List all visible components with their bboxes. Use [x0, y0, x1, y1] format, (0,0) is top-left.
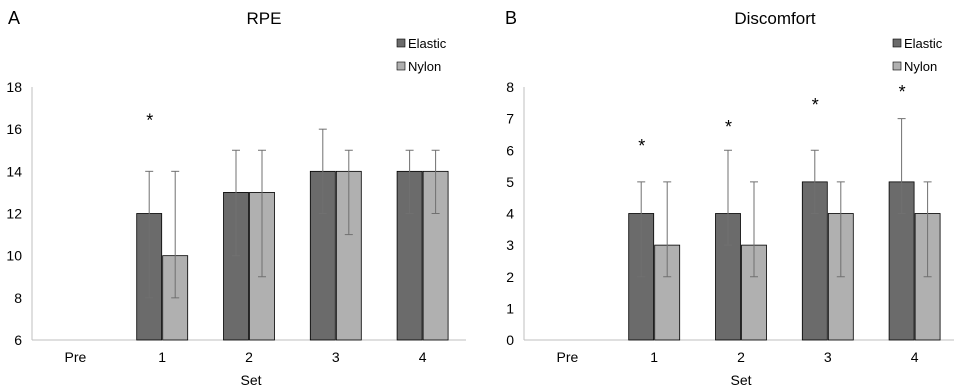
y-tick-label: 5: [506, 174, 514, 190]
legend-label-elastic: Elastic: [904, 36, 943, 51]
y-tick-label: 18: [6, 79, 22, 95]
x-tick-label: 3: [824, 349, 832, 365]
y-tick-label: 10: [6, 248, 22, 264]
legend-label-elastic: Elastic: [408, 36, 447, 51]
chart-title: RPE: [247, 9, 282, 28]
y-tick-label: 16: [6, 121, 22, 137]
x-tick-label: 4: [911, 349, 919, 365]
legend-swatch-nylon: [396, 61, 406, 71]
significance-marker: *: [899, 82, 906, 102]
x-axis-label: Set: [240, 372, 261, 388]
x-tick-label: 4: [419, 349, 427, 365]
y-tick-label: 7: [506, 111, 514, 127]
chart-title: Discomfort: [734, 9, 816, 28]
x-tick-label: 2: [245, 349, 253, 365]
y-tick-label: 6: [14, 332, 22, 348]
y-tick-label: 14: [6, 163, 22, 179]
y-tick-label: 8: [14, 290, 22, 306]
x-tick-label: Pre: [65, 349, 87, 365]
x-tick-label: 3: [332, 349, 340, 365]
y-tick-label: 12: [6, 206, 22, 222]
x-tick-label: 1: [650, 349, 658, 365]
legend-swatch-elastic: [396, 38, 406, 48]
legend-label-nylon: Nylon: [408, 59, 441, 74]
y-tick-label: 4: [506, 206, 514, 222]
y-tick-label: 1: [506, 300, 514, 316]
y-tick-label: 6: [506, 142, 514, 158]
legend-swatch-elastic: [892, 38, 902, 48]
significance-marker: *: [146, 111, 153, 131]
x-tick-label: 1: [158, 349, 166, 365]
y-tick-label: 0: [506, 332, 514, 348]
bar-elastic: [223, 192, 249, 341]
significance-marker: *: [638, 136, 645, 156]
significance-marker: *: [725, 117, 732, 137]
x-tick-label: 2: [737, 349, 745, 365]
y-tick-label: 2: [506, 269, 514, 285]
y-tick-label: 8: [506, 79, 514, 95]
legend-label-nylon: Nylon: [904, 59, 937, 74]
chart-panel-b: B Discomfort Elastic Nylon 0 1 2 3 4 5 6 7 8 Pre 1 2 3 4 S…: [505, 8, 954, 388]
x-tick-label: Pre: [557, 349, 579, 365]
significance-marker: *: [812, 95, 819, 115]
panel-letter: B: [505, 8, 517, 28]
legend-swatch-nylon: [892, 61, 902, 71]
panel-letter: A: [8, 8, 20, 28]
y-tick-label: 3: [506, 237, 514, 253]
x-axis-label: Set: [730, 372, 751, 388]
